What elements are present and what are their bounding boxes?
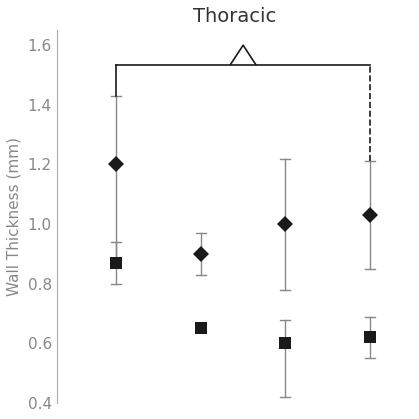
Title: Thoracic: Thoracic <box>193 7 276 26</box>
Y-axis label: Wall Thickness (mm): Wall Thickness (mm) <box>7 137 22 296</box>
